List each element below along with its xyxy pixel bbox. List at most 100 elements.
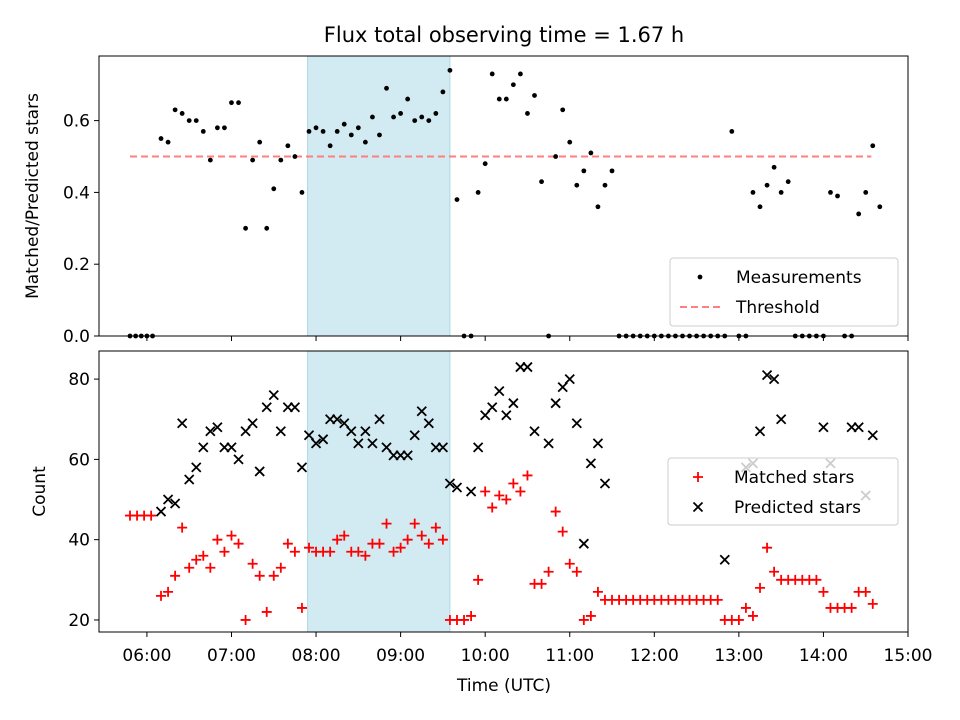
data-point <box>388 546 399 557</box>
data-point <box>348 132 354 138</box>
data-point <box>200 128 206 134</box>
data-point <box>510 82 516 88</box>
data-point <box>339 418 350 429</box>
data-point <box>487 402 498 413</box>
data-point <box>156 590 167 601</box>
data-point <box>609 168 615 174</box>
data-point <box>332 534 343 545</box>
data-point <box>853 422 864 433</box>
data-point <box>261 402 272 413</box>
data-point <box>254 466 265 477</box>
data-point <box>243 225 248 231</box>
data-point <box>409 518 420 529</box>
legend-matched-swatch <box>693 472 703 482</box>
data-point <box>522 361 533 373</box>
data-point <box>381 442 392 453</box>
data-point <box>494 386 505 397</box>
data-point <box>599 478 611 489</box>
data-point <box>585 610 596 621</box>
y-tick-label: 40 <box>68 531 90 551</box>
data-point <box>236 100 241 106</box>
data-point <box>198 442 209 453</box>
data-point <box>771 164 777 170</box>
data-point <box>172 107 178 113</box>
data-point <box>846 602 857 613</box>
data-point <box>480 486 491 497</box>
data-point <box>320 128 326 134</box>
data-point <box>529 426 540 437</box>
data-point <box>278 157 284 163</box>
data-point <box>254 570 265 581</box>
data-point <box>501 410 512 421</box>
data-point <box>299 190 305 195</box>
data-point <box>754 426 766 437</box>
data-point <box>226 442 237 453</box>
data-point <box>550 506 561 517</box>
x-tick-label: 09:00 <box>376 646 425 666</box>
data-point <box>553 154 559 159</box>
data-point <box>233 454 244 465</box>
ratio-panel: 0.0 0.2 0.4 0.6 Matched/Predicted stars Measu… <box>23 55 909 347</box>
data-point <box>247 558 258 569</box>
data-point <box>785 179 791 185</box>
data-point <box>557 381 568 393</box>
data-point <box>454 197 460 202</box>
data-point <box>317 434 329 445</box>
data-point <box>877 204 883 210</box>
data-point <box>374 414 385 425</box>
data-point <box>250 157 256 163</box>
legend-measurements-swatch <box>697 274 703 280</box>
data-point <box>712 594 723 605</box>
data-point <box>374 538 385 549</box>
observing-span-shade <box>307 350 451 633</box>
data-point <box>240 426 251 437</box>
x-tick-label: 11:00 <box>545 646 594 666</box>
data-point <box>198 550 209 561</box>
x-tick-label: 10:00 <box>461 646 510 666</box>
data-point <box>423 538 434 549</box>
data-point <box>482 161 488 167</box>
data-point <box>367 438 378 449</box>
data-point <box>863 190 869 195</box>
data-point <box>325 546 336 557</box>
y-tick-label: 0.2 <box>63 255 90 275</box>
data-point <box>395 542 406 553</box>
data-point <box>360 426 371 437</box>
legend: Measurements Threshold <box>669 257 899 327</box>
data-point <box>578 614 589 625</box>
data-point <box>860 586 871 597</box>
data-point <box>310 438 322 449</box>
data-point <box>186 118 192 124</box>
data-point <box>581 168 587 174</box>
data-point <box>170 570 181 581</box>
data-point <box>391 114 396 120</box>
data-point <box>184 562 195 573</box>
data-point <box>370 114 375 120</box>
data-point <box>560 107 566 113</box>
data-point <box>480 410 491 421</box>
data-point <box>339 530 350 541</box>
data-point <box>602 182 608 188</box>
data-point <box>465 486 477 497</box>
data-point <box>430 522 441 533</box>
axes-frame <box>98 55 909 337</box>
data-point <box>226 530 237 541</box>
data-point <box>459 614 470 625</box>
data-point <box>536 578 547 589</box>
data-point <box>818 586 829 597</box>
data-point <box>169 498 181 509</box>
data-point <box>155 506 167 517</box>
data-point <box>402 450 413 461</box>
count-panel: 20 40 60 80 Count 06:00 07:00 08:00 09:00 10:00 11… <box>30 350 933 666</box>
data-point <box>487 502 498 513</box>
data-point <box>578 538 589 549</box>
data-point <box>729 128 735 134</box>
data-point <box>494 490 505 501</box>
data-point <box>740 602 751 613</box>
data-point <box>423 418 434 429</box>
data-point <box>532 93 537 98</box>
data-point <box>275 562 286 573</box>
y-axis-label: Matched/Predicted stars <box>23 93 43 299</box>
data-point <box>229 100 234 106</box>
